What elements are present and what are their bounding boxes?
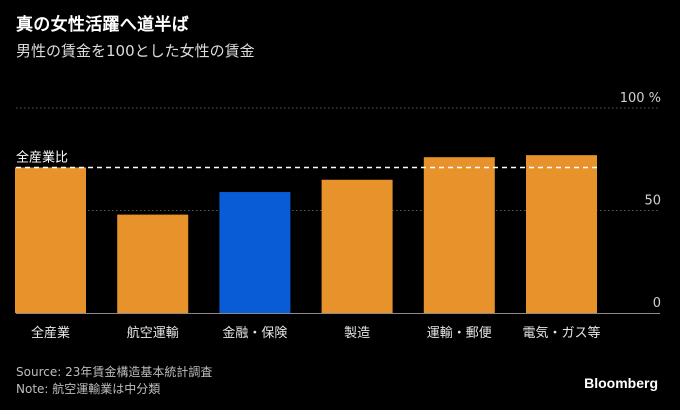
y-tick-label: 0	[653, 296, 661, 311]
y-tick-label: 100 %	[620, 91, 661, 106]
chart-title: 真の女性活躍へ道半ば	[16, 15, 189, 35]
x-tick-label: 全産業	[31, 325, 70, 341]
bar	[526, 155, 597, 313]
bar	[117, 214, 189, 313]
x-tick-label: 航空運輸	[127, 325, 179, 341]
reference-label: 全産業比	[16, 149, 68, 165]
x-tick-label: 製造	[344, 326, 370, 341]
chart-subtitle: 男性の賃金を100とした女性の賃金	[16, 42, 255, 60]
bloomberg-logo: Bloomberg	[584, 375, 658, 391]
bar	[321, 179, 393, 313]
x-tick-label: 電気・ガス等	[522, 325, 600, 341]
bar	[15, 167, 86, 313]
bar	[423, 157, 495, 313]
source-note: Source: 23年賃金構造基本統計調査 Note: 航空運輸業は中分類	[16, 364, 212, 398]
note-text: Note: 航空運輸業は中分類	[16, 382, 161, 396]
source-text: Source: 23年賃金構造基本統計調査	[16, 365, 213, 379]
bar	[219, 192, 291, 313]
x-tick-label: 運輸・郵便	[427, 326, 492, 341]
x-tick-label: 金融・保険	[222, 325, 287, 341]
y-tick-label: 50	[644, 194, 661, 209]
